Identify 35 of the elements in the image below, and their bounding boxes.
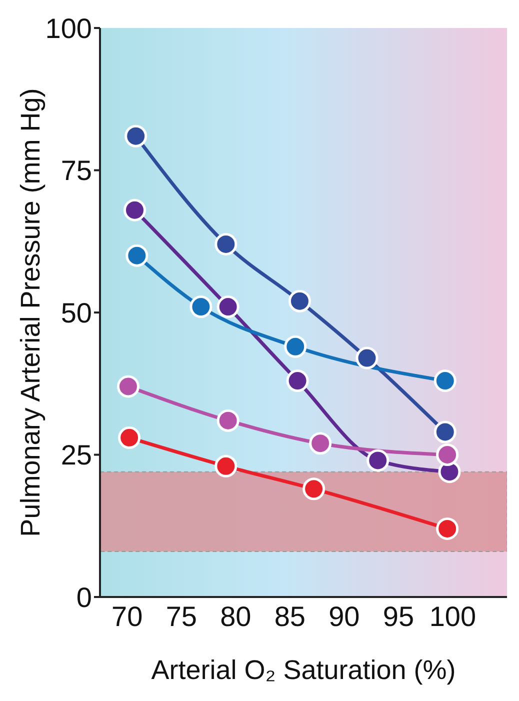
point	[126, 244, 148, 267]
x-tick-label: 100	[429, 601, 476, 632]
x-tick-label: 75	[166, 601, 197, 632]
point	[284, 335, 307, 358]
point	[214, 232, 238, 256]
point	[434, 370, 456, 392]
y-tick-label: 100	[45, 12, 92, 44]
point	[216, 296, 240, 318]
point	[436, 517, 459, 540]
x-axis-title: Arterial O₂ Saturation (%)	[151, 655, 456, 685]
point	[214, 454, 238, 478]
point	[356, 346, 378, 370]
point	[123, 198, 146, 222]
y-tick-label: 0	[76, 582, 92, 613]
point	[366, 449, 390, 472]
point	[436, 444, 459, 466]
y-tick-label: 50	[60, 297, 92, 328]
y-tick-label: 25	[60, 440, 92, 471]
x-tick-label: 90	[328, 601, 360, 632]
x-tick-label: 80	[220, 601, 252, 632]
x-tick-label: 85	[274, 601, 306, 632]
point	[286, 370, 309, 392]
point	[434, 420, 456, 444]
y-axis-title: Pulmonary Arterial Pressure (mm Hg)	[16, 88, 46, 537]
point	[309, 432, 332, 455]
point	[118, 426, 141, 449]
point	[288, 290, 311, 312]
point	[302, 478, 326, 500]
point	[190, 296, 212, 318]
point	[116, 375, 140, 398]
x-tick-label: 95	[382, 601, 414, 632]
y-tick-label: 75	[60, 155, 92, 186]
x-tick-label: 70	[112, 601, 143, 632]
point	[216, 409, 240, 432]
point	[124, 124, 148, 148]
